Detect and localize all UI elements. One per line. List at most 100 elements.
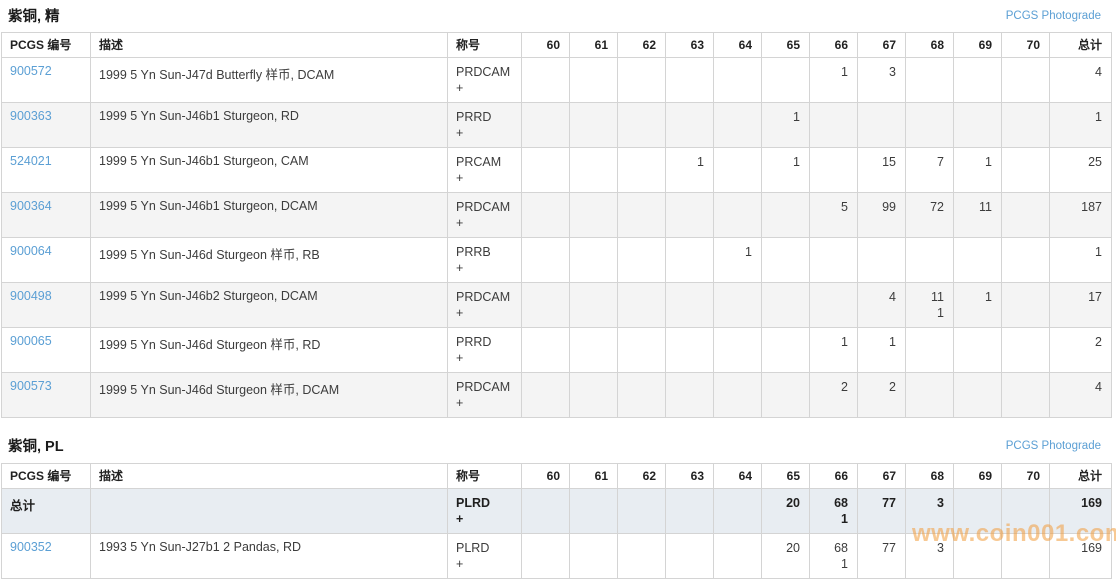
grade-count: [674, 199, 704, 215]
grade-count: 1: [985, 155, 992, 169]
grade-count: [818, 244, 848, 260]
grade-plus-count: [914, 260, 944, 276]
grade-count: [626, 109, 656, 125]
grade-count: 20: [786, 541, 800, 555]
grade-63-cell: [665, 488, 714, 534]
grade-plus-count: [818, 125, 848, 141]
col-header-grade-63: 63: [665, 463, 714, 489]
grade-plus-count: [578, 260, 608, 276]
grade-64-cell: [713, 282, 762, 328]
col-header-grade-66: 66: [809, 463, 858, 489]
col-header-description: 描述: [90, 32, 448, 58]
grade-63-cell: 1: [665, 147, 714, 193]
grade-count: [530, 334, 560, 350]
grade-plus-count: [914, 215, 944, 231]
grade-60-cell: [521, 192, 570, 238]
designation-cell: PLRD +: [447, 533, 522, 579]
grade-67-cell: 2: [857, 372, 906, 418]
grade-count: [1010, 64, 1040, 80]
grade-plus-count: [770, 305, 800, 321]
pcgs-number-link[interactable]: 900363: [10, 109, 52, 123]
grade-65-cell: 20: [761, 533, 810, 579]
grade-plus-count: [866, 350, 896, 366]
grade-count: 1: [841, 335, 848, 349]
grade-69-cell: [953, 237, 1002, 283]
total-cell: 17: [1049, 282, 1112, 328]
grade-count: [962, 64, 992, 80]
table-row: 900364 1999 5 Yn Sun-J46b1 Sturgeon, DCAM…: [1, 192, 1112, 238]
pcgs-number-link[interactable]: 524021: [10, 154, 52, 168]
grade-60-cell: [521, 533, 570, 579]
grade-68-cell: 72: [905, 192, 954, 238]
grade-62-cell: [617, 147, 666, 193]
pcgs-number-link[interactable]: 900352: [10, 540, 52, 554]
grade-count: [674, 379, 704, 395]
grade-68-cell: 11 1: [905, 282, 954, 328]
col-header-grade-61: 61: [569, 463, 618, 489]
grade-count: 2: [841, 380, 848, 394]
grade-67-cell: 15: [857, 147, 906, 193]
grade-count: [626, 64, 656, 80]
grade-66-cell: 68 1: [809, 533, 858, 579]
grade-count: [530, 64, 560, 80]
grade-count: [770, 199, 800, 215]
grade-65-cell: [761, 372, 810, 418]
pcgs-number-link[interactable]: 900498: [10, 289, 52, 303]
grade-plus-count: [674, 125, 704, 141]
pcgs-number-link[interactable]: 900065: [10, 334, 52, 348]
population-table-pl: PCGS 编号 描述 称号 60 61 62 63 64 65 66 67 68 69 70 总计 总计 PL…: [1, 463, 1112, 579]
grade-63-cell: [665, 282, 714, 328]
grade-count: [962, 495, 992, 511]
grade-64-cell: [713, 488, 762, 534]
designation-cell: PRCAM +: [447, 147, 522, 193]
grade-count: [1010, 334, 1040, 350]
grade-plus-count: [962, 80, 992, 96]
grade-62-cell: [617, 102, 666, 148]
pcgs-number-cell: 900064: [1, 237, 91, 283]
grade-62-cell: [617, 533, 666, 579]
pcgs-number-link[interactable]: 900064: [10, 244, 52, 258]
grade-count: [674, 495, 704, 511]
pcgs-photograde-link[interactable]: PCGS Photograde: [1005, 439, 1101, 452]
grade-67-cell: 4: [857, 282, 906, 328]
grade-plus-count: [1010, 395, 1040, 411]
grade-66-cell: [809, 102, 858, 148]
grade-plus-count: [674, 215, 704, 231]
grade-plus-count: [962, 260, 992, 276]
grade-count: 5: [841, 200, 848, 214]
col-header-grade-63: 63: [665, 32, 714, 58]
designation-plus-label: +: [456, 216, 464, 230]
grade-69-cell: 11: [953, 192, 1002, 238]
grade-66-cell: [809, 282, 858, 328]
grade-plus-count: [962, 556, 992, 572]
designation-cell: PLRD +: [447, 488, 522, 534]
grade-count: 20: [786, 496, 800, 510]
grade-70-cell: [1001, 282, 1050, 328]
grade-70-cell: [1001, 57, 1050, 103]
grade-plus-count: [722, 260, 752, 276]
grade-count: [578, 64, 608, 80]
grade-plus-count: [626, 215, 656, 231]
pcgs-number-link[interactable]: 900364: [10, 199, 52, 213]
description-cell: [90, 488, 448, 534]
col-header-grade-61: 61: [569, 32, 618, 58]
grade-60-cell: [521, 57, 570, 103]
pcgs-number-link[interactable]: 900572: [10, 64, 52, 78]
pcgs-photograde-link[interactable]: PCGS Photograde: [1005, 9, 1101, 22]
pcgs-number-link[interactable]: 900573: [10, 379, 52, 393]
grade-count: 11: [979, 200, 992, 214]
table-row: 900065 1999 5 Yn Sun-J46d Sturgeon 样币, RD…: [1, 327, 1112, 373]
grade-count: [674, 64, 704, 80]
grade-65-cell: [761, 327, 810, 373]
grade-count: [530, 379, 560, 395]
grade-count: [578, 199, 608, 215]
pcgs-number-cell: 900363: [1, 102, 91, 148]
grade-63-cell: [665, 57, 714, 103]
grade-count: [674, 540, 704, 556]
grade-count: [674, 289, 704, 305]
grade-69-cell: 1: [953, 282, 1002, 328]
grade-65-cell: 20: [761, 488, 810, 534]
grade-63-cell: [665, 192, 714, 238]
grade-63-cell: [665, 327, 714, 373]
designation-plus-label: +: [456, 306, 464, 320]
